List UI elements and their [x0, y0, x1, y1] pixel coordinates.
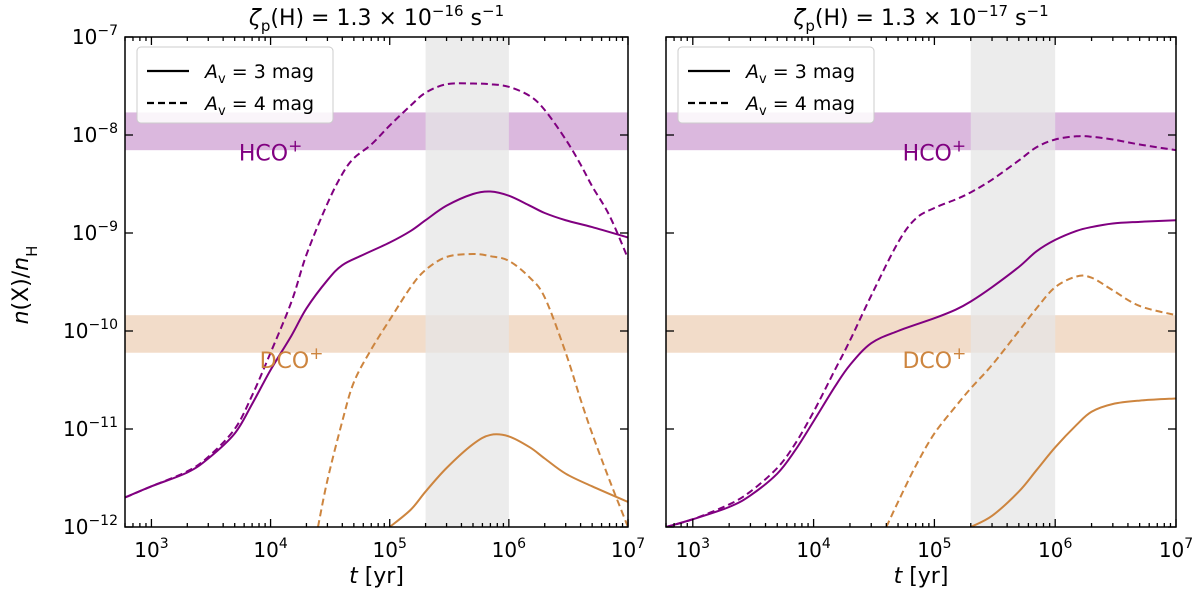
series-annotation-sup: + [288, 136, 302, 156]
x-tick-label: 106 [492, 536, 526, 562]
x-tick-label: 107 [611, 536, 645, 562]
y-tick-label-exp: −7 [97, 23, 118, 39]
x-tick-label: 105 [917, 536, 951, 562]
panel-title-sub: p [805, 17, 815, 35]
legend: Av = 3 magAv = 4 mag [678, 47, 874, 123]
shaded-time-window [971, 37, 1055, 527]
y-axis-label: n(X)/nH [9, 246, 41, 325]
panel-title-zeta: ζ [792, 6, 806, 31]
legend-label-text: = 3 mag [767, 61, 855, 83]
x-tick-label: 103 [676, 536, 710, 562]
x-tick-label-exp: 7 [1184, 536, 1193, 552]
left-panel: HCO+DCO+103 104 105 106 10710−1210−1110−1010… [63, 2, 645, 589]
legend-label-text: = 3 mag [226, 61, 314, 83]
x-tick-label-exp: 3 [160, 536, 169, 552]
x-axis-title-unit: [yr] [358, 564, 404, 589]
y-tick-label: 10−10 [63, 317, 118, 343]
y-tick-label-exp: −11 [88, 415, 118, 431]
series-annotation-sup: + [952, 344, 966, 364]
series-annotation-sup: + [309, 344, 323, 364]
y-tick-label: 10−11 [63, 415, 118, 441]
panel-title-main: (H) = 1.3 × 10 [815, 6, 977, 31]
series-annotation: HCO+ [239, 136, 302, 166]
y-tick-label: 10−12 [63, 513, 118, 539]
x-tick-label-exp: 5 [398, 536, 407, 552]
panel-title-unit: s [464, 6, 482, 31]
x-tick-label: 104 [796, 536, 830, 562]
series-annotation: HCO+ [903, 136, 966, 166]
x-tick-label-base: 10 [253, 538, 278, 562]
y-tick-label-base: 10 [72, 123, 97, 147]
x-tick-label-base: 10 [492, 538, 517, 562]
y-tick-label-base: 10 [72, 221, 97, 245]
series-annotation-text: DCO [902, 349, 952, 374]
x-tick-label-base: 10 [134, 538, 159, 562]
figure: n(X)/nH HCO+DCO+103 104 105 106 10710−1210−1… [0, 0, 1200, 601]
panel-title-unit-exp: −1 [1027, 2, 1049, 20]
x-tick-label-base: 10 [917, 538, 942, 562]
panel-title-main: (H) = 1.3 × 10 [270, 6, 432, 31]
y-tick-label-base: 10 [63, 319, 88, 343]
x-tick-label-base: 10 [611, 538, 636, 562]
x-tick-label-exp: 4 [822, 536, 831, 552]
legend-label-text: = 4 mag [226, 93, 314, 115]
y-tick-label-exp: −10 [88, 317, 118, 333]
x-axis-title: t [yr] [894, 564, 949, 589]
y-tick-label: 10−9 [72, 219, 118, 245]
x-tick-label-exp: 4 [279, 536, 288, 552]
observed-band [125, 315, 628, 353]
series-annotation-text: HCO [239, 141, 288, 166]
panel-title: ζp(H) = 1.3 × 10−17 s−1 [792, 2, 1048, 35]
series-annotation-sup: + [952, 136, 966, 156]
x-axis-title: t [yr] [349, 564, 404, 589]
x-tick-label-exp: 6 [1063, 536, 1072, 552]
x-tick-label-base: 10 [373, 538, 398, 562]
x-tick-label-exp: 3 [701, 536, 710, 552]
y-tick-label: 10−8 [72, 121, 118, 147]
legend-av-symbol: A [744, 61, 759, 83]
series-annotation: DCO+ [260, 344, 324, 374]
series-line [390, 434, 628, 527]
x-tick-label: 105 [373, 536, 407, 562]
x-tick-label: 103 [134, 536, 168, 562]
y-tick-label-exp: −8 [97, 121, 118, 137]
series-annotation: DCO+ [902, 344, 966, 374]
x-tick-label-exp: 6 [517, 536, 526, 552]
x-tick-label-exp: 7 [636, 536, 645, 552]
x-tick-label: 106 [1038, 536, 1072, 562]
panel-title-exp: −17 [976, 2, 1008, 20]
observed-band [666, 315, 1176, 353]
y-tick-label-base: 10 [72, 25, 97, 49]
y-tick-label-exp: −9 [97, 219, 118, 235]
panel-title-unit: s [1008, 6, 1026, 31]
panel-title-unit-exp: −1 [482, 2, 504, 20]
series-annotation-text: HCO [903, 141, 952, 166]
panel-title-zeta: ζ [248, 6, 262, 31]
x-tick-label-base: 10 [1159, 538, 1184, 562]
panel-title-sub: p [261, 17, 271, 35]
y-tick-label-base: 10 [63, 417, 88, 441]
x-tick-label: 107 [1159, 536, 1193, 562]
x-axis-title-unit: [yr] [902, 564, 948, 589]
y-tick-label-exp: −12 [88, 513, 118, 529]
legend-av-symbol: A [203, 93, 218, 115]
x-tick-label-base: 10 [1038, 538, 1063, 562]
legend-av-symbol: A [203, 61, 218, 83]
x-tick-label-base: 10 [796, 538, 821, 562]
panel-title-exp: −16 [432, 2, 464, 20]
y-tick-label-base: 10 [63, 515, 88, 539]
legend-label-text: = 4 mag [767, 93, 855, 115]
y-tick-label: 10−7 [72, 23, 118, 49]
x-tick-label: 104 [253, 536, 287, 562]
right-panel: HCO+DCO+103 104 105 106 107t [yr]ζp(H) = 1.3… [666, 2, 1193, 589]
panel-title: ζp(H) = 1.3 × 10−16 s−1 [248, 2, 504, 35]
shaded-time-window [426, 37, 509, 527]
legend-av-symbol: A [744, 93, 759, 115]
series-annotation-text: DCO [260, 349, 310, 374]
x-tick-label-exp: 5 [943, 536, 952, 552]
x-tick-label-base: 10 [676, 538, 701, 562]
y-axis-label-sub: H [23, 246, 41, 257]
